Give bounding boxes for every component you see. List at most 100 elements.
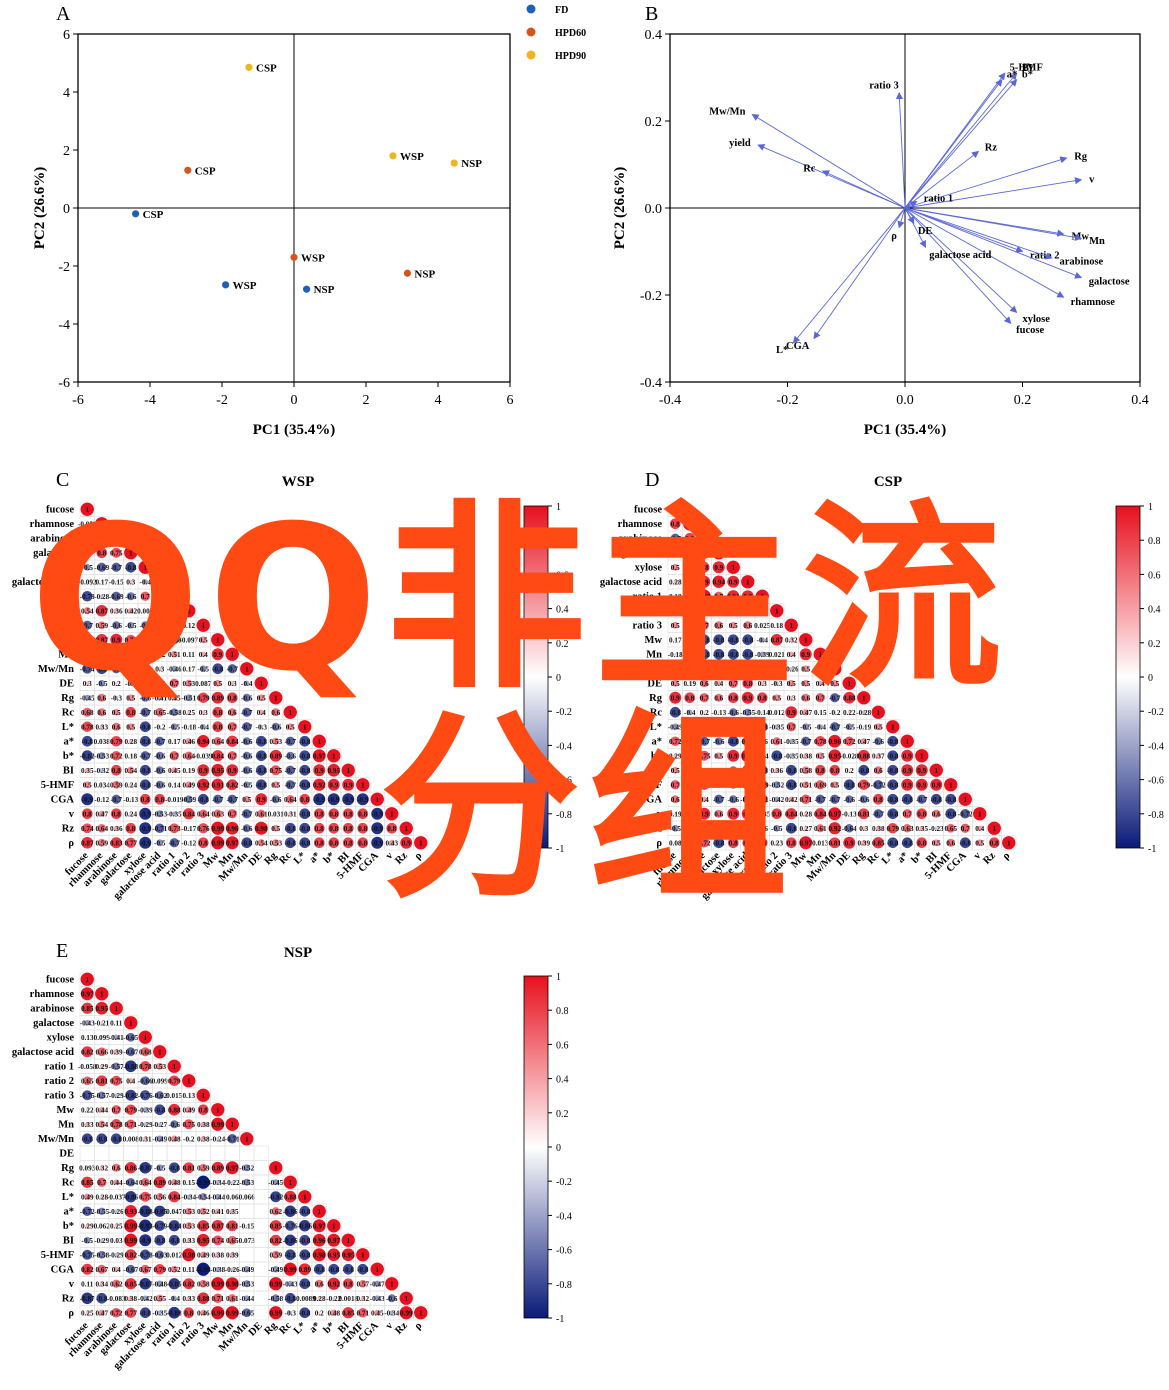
point-label: NSP: [461, 158, 482, 170]
colorbar-tick-label: 0: [556, 1143, 561, 1154]
corr-value: 0.77: [124, 839, 137, 847]
corr-value: -0.097: [179, 636, 198, 644]
corr-circle: [168, 1220, 180, 1232]
corr-circle: [872, 837, 884, 849]
loading-vector: [751, 114, 906, 209]
corr-value: 0.45: [371, 1309, 384, 1317]
corr-value: 0.5: [271, 781, 280, 789]
corr-value: -0.44: [239, 1295, 254, 1303]
loading-vector: [904, 156, 1068, 209]
corr-value: -0.5: [742, 607, 754, 615]
corr-circle: [198, 809, 208, 819]
corr-circle: [830, 794, 840, 804]
row-label: ratio 2: [633, 606, 662, 617]
corr-circle: [158, 725, 162, 729]
corr-circle: [140, 1249, 151, 1260]
panel-title: CSP: [874, 474, 902, 490]
corr-circle: [109, 531, 123, 545]
corr-value: 0.55: [153, 1295, 166, 1303]
corr-circle: [156, 1062, 164, 1070]
corr-value: 0.8: [199, 839, 208, 847]
corr-circle: [670, 736, 681, 747]
corr-value: -0.8: [96, 1295, 108, 1303]
row-label: v: [69, 1279, 75, 1290]
x-tick-label: 2: [363, 393, 370, 408]
corr-value: 0.38: [872, 825, 885, 833]
corr-circle: [129, 812, 133, 816]
corr-circle: [111, 1105, 121, 1115]
corr-value: 0.85: [81, 1179, 94, 1187]
corr-circle: [758, 607, 766, 615]
loading-vector: [904, 207, 1018, 314]
corr-circle: [95, 604, 108, 617]
corr-circle: [299, 735, 311, 747]
corr-circle: [770, 633, 783, 646]
corr-value: 0.6: [714, 622, 723, 630]
corr-value: 0.79: [124, 1106, 137, 1114]
corr-circle: [125, 837, 136, 848]
corr-circle: [81, 1292, 94, 1305]
corr-value: -0.44: [210, 1193, 225, 1201]
corr-value: -0.18: [668, 651, 683, 659]
matrix-cell: [181, 1145, 197, 1161]
corr-circle: [257, 694, 265, 702]
corr-value: 0.79: [698, 781, 711, 789]
corr-value: -0.2: [829, 709, 841, 717]
corr-circle: [744, 607, 752, 615]
corr-circle: [814, 764, 826, 776]
corr-value: 0.46: [197, 1309, 210, 1317]
corr-value: 0.79: [110, 738, 123, 746]
corr-value: -0.8: [285, 1251, 297, 1259]
corr-circle: [168, 1103, 181, 1116]
y-tick-label: -4: [58, 318, 70, 333]
corr-circle: [702, 710, 706, 714]
corr-value: 0.81: [741, 738, 754, 746]
corr-value: 0.51: [168, 651, 181, 659]
corr-circle: [82, 721, 93, 732]
corr-value: 0.53: [269, 738, 282, 746]
corr-value: -0.64: [842, 825, 857, 833]
corr-circle: [374, 1295, 381, 1302]
corr-value: 0.85: [124, 1280, 137, 1288]
row-label: arabinose: [30, 533, 74, 544]
data-point: [290, 253, 298, 261]
corr-circle: [716, 680, 722, 686]
corr-circle: [700, 679, 709, 688]
corr-circle: [669, 518, 681, 530]
corr-value: -0.74: [80, 665, 95, 673]
corr-value: 0.03: [110, 1237, 123, 1245]
corr-value: 0.78: [110, 1121, 123, 1129]
corr-value: 0.99: [211, 1121, 224, 1129]
corr-circle: [946, 838, 955, 847]
corr-circle: [157, 666, 162, 671]
corr-circle: [171, 1179, 178, 1186]
row-label: ratio 1: [633, 591, 662, 602]
corr-value: -0.5: [96, 680, 108, 688]
corr-circle: [100, 740, 103, 743]
corr-value: -0.6: [757, 738, 769, 746]
corr-circle: [156, 1135, 164, 1143]
corr-circle: [313, 1263, 325, 1275]
corr-circle: [760, 681, 765, 686]
corr-value: 0.9: [743, 694, 752, 702]
corr-circle: [213, 736, 223, 746]
corr-circle: [124, 546, 138, 560]
corr-value: 0.58: [197, 1280, 210, 1288]
corr-value: -0.79: [80, 593, 95, 601]
panel-d: D CSPfucosefucoserhamnoserhamnosearabinos…: [600, 469, 1164, 902]
corr-circle: [212, 663, 224, 675]
corr-value: -0.64: [123, 1179, 138, 1187]
corr-circle: [698, 634, 710, 646]
corr-value: 0.75: [698, 752, 711, 760]
corr-circle: [801, 693, 810, 702]
corr-circle: [673, 551, 677, 555]
corr-value: 0.3: [126, 578, 135, 586]
corr-circle: [140, 1061, 151, 1072]
corr-value: -0.6: [125, 665, 137, 673]
corr-circle: [727, 822, 740, 835]
corr-circle: [153, 1176, 166, 1189]
corr-circle: [785, 779, 797, 791]
panel-title: WSP: [282, 474, 315, 490]
corr-circle: [327, 1248, 341, 1262]
corr-circle: [169, 751, 179, 761]
